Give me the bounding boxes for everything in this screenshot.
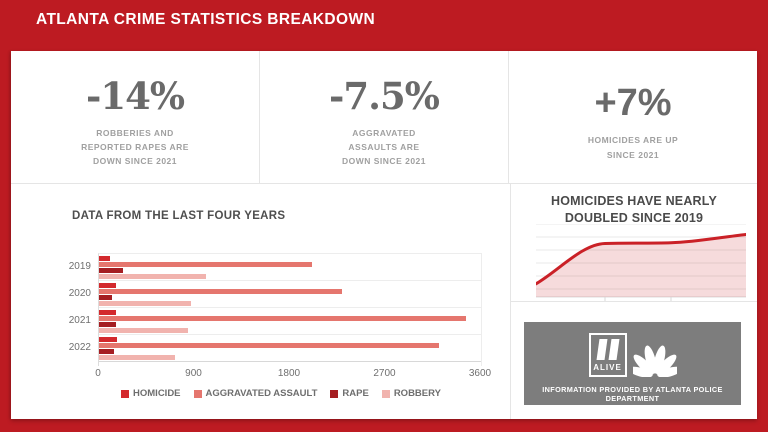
- stat-card: +7% HOMICIDES ARE UP SINCE 2021: [509, 51, 757, 183]
- eleven-bar-icon: [596, 339, 607, 360]
- bar-rape: [99, 322, 117, 327]
- bar-homicide: [99, 283, 116, 288]
- stat-caption: AGGRAVATED ASSAULTS ARE DOWN SINCE 2021: [341, 127, 427, 166]
- bar-robbery: [99, 301, 192, 306]
- nbc-peacock-icon: [632, 345, 677, 377]
- bar-chart-row: 2019: [69, 254, 481, 281]
- bar-rape: [99, 349, 114, 354]
- bar-year-label: 2020: [68, 288, 91, 299]
- legend-label: RAPE: [342, 388, 369, 399]
- eleven-bar-icon: [608, 339, 619, 360]
- area-chart-svg: [536, 224, 746, 301]
- station-logo: ALIVE: [588, 333, 677, 377]
- stat-caption: HOMICIDES ARE UP SINCE 2021: [587, 135, 679, 160]
- legend-item: RAPE: [330, 388, 369, 399]
- bar-robbery: [99, 355, 176, 360]
- stat-caption: ROBBERIES AND REPORTED RAPES ARE DOWN SI…: [81, 127, 189, 166]
- area-line: [536, 232, 746, 286]
- bar-x-axis: 0 900 1800 2700 3600: [95, 368, 491, 380]
- bar-chart-row: 2020: [69, 281, 481, 308]
- area-title-line1: HOMICIDES HAVE NEARLY: [550, 194, 718, 208]
- legend-swatch: [121, 389, 130, 398]
- stat-card: -7.5% AGGRAVATED ASSAULTS ARE DOWN SINCE …: [260, 51, 509, 183]
- area-fill: [536, 234, 746, 297]
- stat-value: -14%: [85, 73, 185, 118]
- legend-label: HOMICIDE: [133, 388, 181, 399]
- page-title: ATLANTA CRIME STATISTICS BREAKDOWN: [36, 11, 376, 28]
- x-tick-label: 900: [185, 368, 202, 379]
- x-tick-label: 1800: [277, 368, 301, 379]
- bar-legend: HOMICIDE AGGRAVATED ASSAULT RAPE ROBBERY: [71, 388, 491, 399]
- legend-label: AGGRAVATED ASSAULT: [205, 388, 318, 399]
- eleven-alive-logo: ALIVE: [588, 333, 627, 377]
- bar-chart-panel: DATA FROM THE LAST FOUR YEARS 2019 2020 20…: [11, 184, 511, 419]
- area-chart-title: HOMICIDES HAVE NEARLY DOUBLED SINCE 2019: [511, 193, 757, 227]
- stat-value: -7.5%: [329, 73, 440, 118]
- x-tick-label: 0: [95, 368, 101, 379]
- bar-year-label: 2021: [68, 315, 91, 326]
- x-tick-label: 2700: [373, 368, 396, 379]
- legend-swatch: [381, 389, 390, 398]
- bar-robbery: [99, 274, 207, 279]
- x-tick-label: 3600: [468, 368, 492, 379]
- legend-swatch: [330, 389, 339, 398]
- eleven-bars-icon: [596, 339, 619, 360]
- right-column: HOMICIDES HAVE NEARLY DOUBLED SINCE 2019: [511, 184, 757, 419]
- bottom-row: DATA FROM THE LAST FOUR YEARS 2019 2020 20…: [11, 184, 757, 419]
- attribution-box: ALIVE: [524, 322, 741, 405]
- bar-rape: [99, 268, 124, 273]
- bar-aggravated-assault: [99, 289, 342, 294]
- bar-homicide: [99, 256, 110, 261]
- legend-item: HOMICIDE: [121, 388, 181, 399]
- bar-robbery: [99, 328, 188, 333]
- bar-rape: [99, 295, 113, 300]
- legend-item: AGGRAVATED ASSAULT: [193, 388, 318, 399]
- legend-swatch: [193, 389, 202, 398]
- bar-chart-title: DATA FROM THE LAST FOUR YEARS: [72, 210, 286, 222]
- bar-aggravated-assault: [99, 316, 467, 321]
- legend-label: ROBBERY: [393, 388, 441, 399]
- area-chart-panel: HOMICIDES HAVE NEARLY DOUBLED SINCE 2019: [511, 184, 757, 302]
- stats-row: -14% ROBBERIES AND REPORTED RAPES ARE DOW…: [11, 51, 757, 184]
- credit-text: INFORMATION PROVIDED BY ATLANTA POLICE D…: [542, 385, 723, 403]
- stat-value: +7%: [594, 82, 672, 125]
- bar-aggravated-assault: [99, 262, 313, 267]
- bar-chart-row: 2022: [69, 335, 481, 362]
- bar-plot: 2019 2020 2021 2022: [69, 253, 482, 366]
- bar-aggravated-assault: [99, 343, 439, 348]
- alive-label: ALIVE: [593, 363, 622, 372]
- attribution-panel: ALIVE: [511, 302, 757, 419]
- bar-chart-row: 2021: [69, 308, 481, 335]
- area-title-line2: DOUBLED SINCE 2019: [564, 210, 704, 225]
- bar-homicide: [99, 310, 116, 315]
- stat-card: -14% ROBBERIES AND REPORTED RAPES ARE DOW…: [11, 51, 260, 183]
- bar-homicide: [99, 337, 118, 342]
- content-sheet: -14% ROBBERIES AND REPORTED RAPES ARE DOW…: [11, 51, 757, 419]
- bar-year-label: 2019: [68, 261, 91, 272]
- legend-item: ROBBERY: [381, 388, 441, 399]
- bar-year-label: 2022: [68, 342, 91, 353]
